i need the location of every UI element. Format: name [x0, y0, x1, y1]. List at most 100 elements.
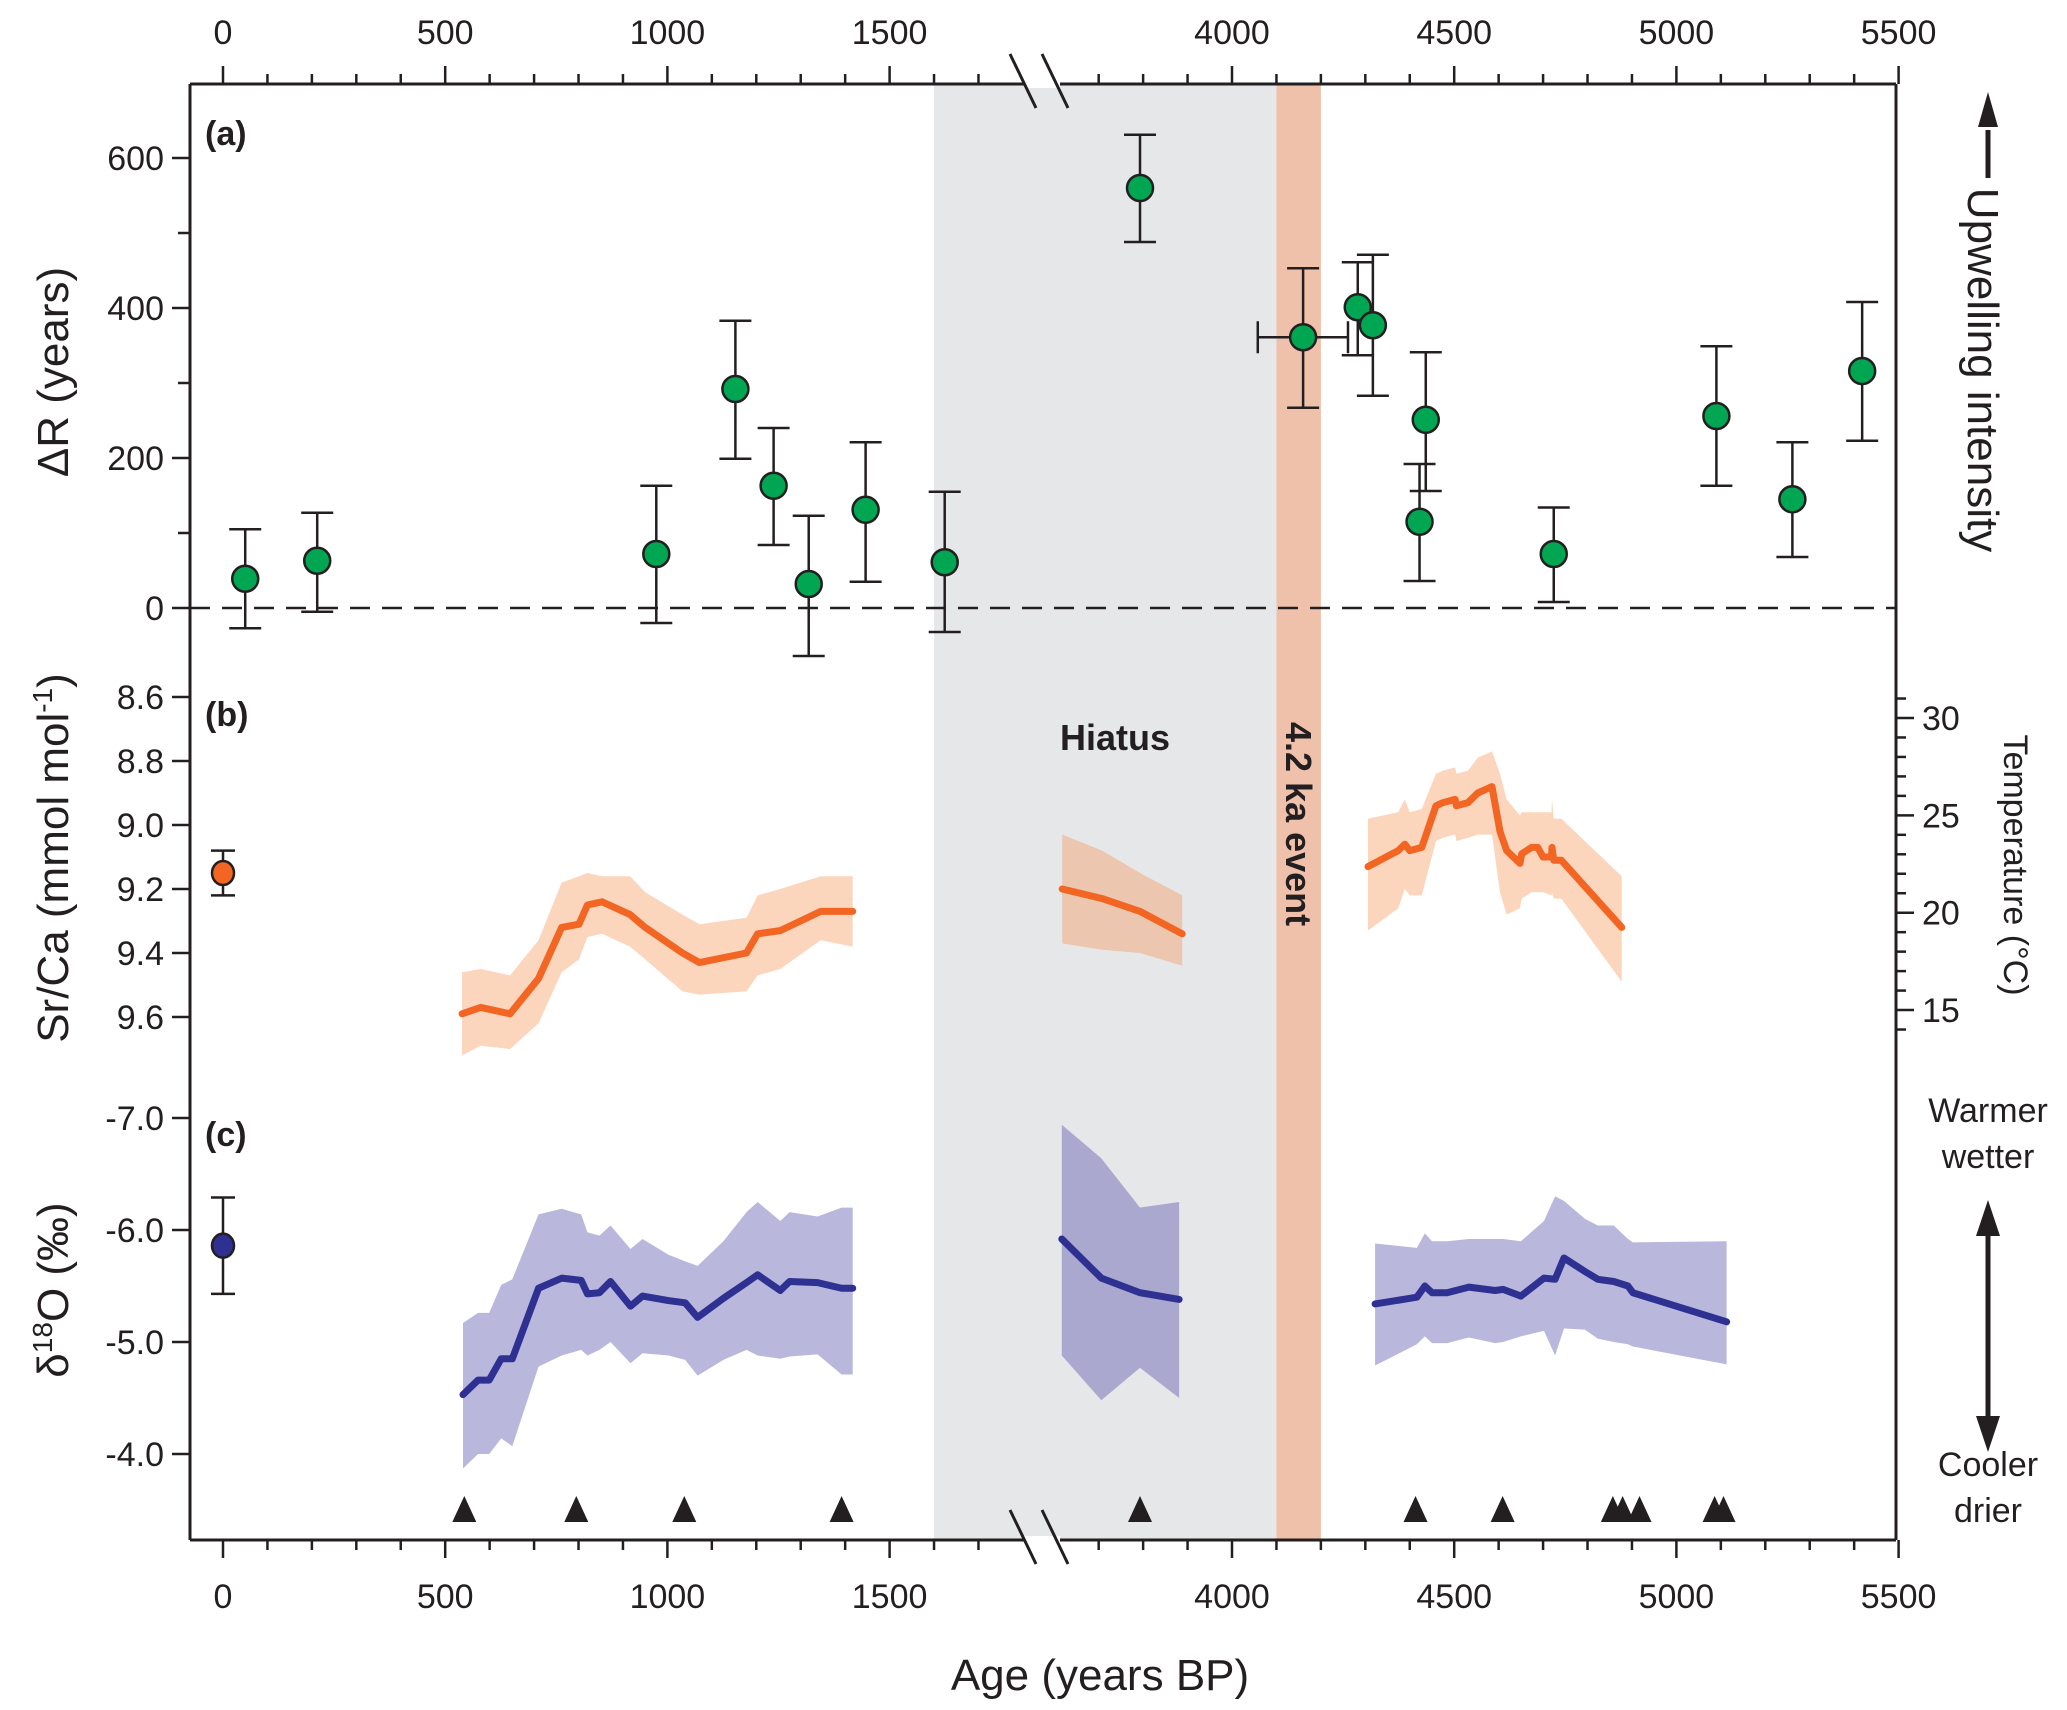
y-tick-label-b: 9.4: [117, 935, 164, 973]
y-tick-label-a: 400: [107, 290, 164, 328]
axes: 0 0 500 500 1000 1000 1500 1500 4000 4000 4500 4500…: [105, 14, 2000, 1616]
y-tick-label-a: 200: [107, 440, 164, 478]
warmer-label-line2: wetter: [1941, 1138, 2035, 1176]
data-point-a-4: [759, 471, 788, 500]
band-c-2: [1061, 1124, 1180, 1401]
x-axis-title: Age (years BP): [951, 1651, 1249, 1700]
x-tick-label-top: 500: [417, 14, 474, 52]
data-point-a-1: [302, 546, 332, 575]
event-label: 4.2 ka event: [1278, 722, 1319, 926]
temp-tick-label: 30: [1922, 700, 1960, 738]
data-points: [210, 133, 1879, 1522]
y-tick-label-c: -4.0: [105, 1436, 164, 1474]
x-tick-label-top: 0: [214, 14, 233, 52]
y-axis-title-a: ΔR (years): [29, 267, 78, 477]
x-tick-label-bottom: 1500: [852, 1578, 928, 1616]
sample-marker-triangle-1: [564, 1496, 589, 1522]
data-point-a-14: [1539, 539, 1568, 569]
x-tick-label-top: 5500: [1861, 14, 1937, 52]
y-tick-label-b: 8.8: [117, 743, 164, 781]
data-point-a-2: [642, 539, 671, 569]
data-point-c-0: [210, 1232, 236, 1259]
temp-tick-label: 15: [1922, 992, 1960, 1030]
cooler-label-line2: drier: [1954, 1492, 2022, 1530]
line-c-2: [1058, 1235, 1183, 1303]
band-b-2: [1062, 834, 1183, 966]
data-point-a-17: [1847, 356, 1877, 386]
axis-break-mark-bottom: [1008, 1509, 1038, 1565]
y-tick-label-b: 8.6: [117, 679, 164, 717]
data-point-a-12: [1405, 507, 1434, 536]
y-tick-label-c: -7.0: [105, 1100, 164, 1138]
y-axis-title-c-delta: δ: [29, 1353, 78, 1378]
band-b-1: [462, 873, 853, 1056]
y-axis-title-b-main: Sr/Ca (mmol mol: [29, 713, 78, 1043]
x-tick-label-bottom: 500: [417, 1578, 474, 1616]
x-tick-label-top: 5000: [1639, 14, 1715, 52]
data-point-a-11: [1358, 311, 1388, 340]
y-tick-label-b: 9.6: [117, 999, 164, 1037]
sample-marker-triangle-9: [1627, 1496, 1652, 1522]
data-point-a-15: [1702, 401, 1731, 431]
x-tick-label-bottom: 4500: [1416, 1578, 1492, 1616]
axis-break-gap-top: [1024, 80, 1060, 88]
x-tick-label-bottom: 1000: [630, 1578, 706, 1616]
x-tick-label-bottom: 4000: [1194, 1578, 1270, 1616]
data-point-a-6: [851, 495, 880, 524]
panel-label-c: (c): [205, 1116, 247, 1154]
line-c-3: [1371, 1254, 1731, 1326]
sample-marker-triangle-4: [1128, 1496, 1153, 1522]
axis-break-gap-bottom: [1024, 1536, 1060, 1544]
x-tick-label-bottom: 5000: [1639, 1578, 1715, 1616]
x-tick-label-bottom: 5500: [1861, 1578, 1937, 1616]
sample-marker-triangle-3: [829, 1496, 854, 1522]
x-tick-label-top: 1500: [852, 14, 928, 52]
data-point-a-5: [794, 569, 823, 599]
line-b-2: [1058, 885, 1186, 938]
sample-marker-triangle-6: [1490, 1496, 1515, 1522]
panel-label-a: (a): [205, 115, 247, 153]
x-tick-label-top: 4000: [1194, 14, 1270, 52]
data-point-a-7: [930, 548, 959, 577]
upwelling-label: Upwelling intensity: [1958, 188, 2007, 552]
data-point-a-13: [1411, 405, 1441, 434]
sample-marker-triangle-2: [672, 1496, 697, 1522]
y-tick-label-c: -6.0: [105, 1212, 164, 1250]
y-axis-title-b: Sr/Ca (mmol mol-1): [27, 673, 78, 1043]
data-point-a-16: [1778, 485, 1807, 514]
y-axis-title-c-rest: O (‰): [29, 1202, 78, 1322]
y-axis-title-c-sup: 18: [27, 1322, 58, 1353]
x-tick-label-top: 4500: [1416, 14, 1492, 52]
sample-marker-triangle-11: [1711, 1496, 1736, 1522]
data-point-a-10: [1343, 293, 1373, 322]
line-b-1: [458, 898, 857, 1018]
y-axis-title-b-close: ): [29, 673, 78, 688]
data-point-a-9: [1288, 323, 1318, 352]
y-axis-title-b-sup: -1: [27, 688, 58, 713]
y-tick-label-a: 600: [107, 140, 164, 178]
temp-tick-label: 25: [1922, 797, 1960, 835]
y-tick-label-b: 9.0: [117, 807, 164, 845]
hiatus-label: Hiatus: [1060, 717, 1170, 758]
climate-arrow-up-icon: [1976, 1200, 2000, 1236]
data-point-a-0: [230, 564, 260, 593]
data-point-a-8: [1125, 173, 1155, 203]
sample-marker-triangle-0: [452, 1496, 477, 1522]
labels: (a) (b) (c) Hiatus 4.2 ka event Age (yea…: [27, 115, 2048, 1700]
data-point-b-0: [210, 859, 236, 887]
cooler-label-line1: Cooler: [1938, 1446, 2038, 1484]
line-c-1: [459, 1271, 857, 1399]
y-tick-label-b: 9.2: [117, 871, 164, 909]
x-tick-label-top: 1000: [630, 14, 706, 52]
axis-break-mark-top: [1040, 53, 1070, 109]
upwelling-arrow-head-icon: [1978, 92, 1998, 127]
x-tick-label-bottom: 0: [214, 1578, 233, 1616]
sample-marker-triangle-8: [1610, 1496, 1635, 1522]
panel-label-b: (b): [205, 696, 248, 734]
temp-tick-label: 20: [1922, 895, 1960, 933]
series-lines: [458, 783, 1731, 1399]
y-axis-title-c: δ18O (‰): [27, 1202, 78, 1377]
temperature-axis-title: Temperature (°C): [1996, 734, 2034, 995]
warmer-label-line1: Warmer: [1928, 1092, 2048, 1130]
